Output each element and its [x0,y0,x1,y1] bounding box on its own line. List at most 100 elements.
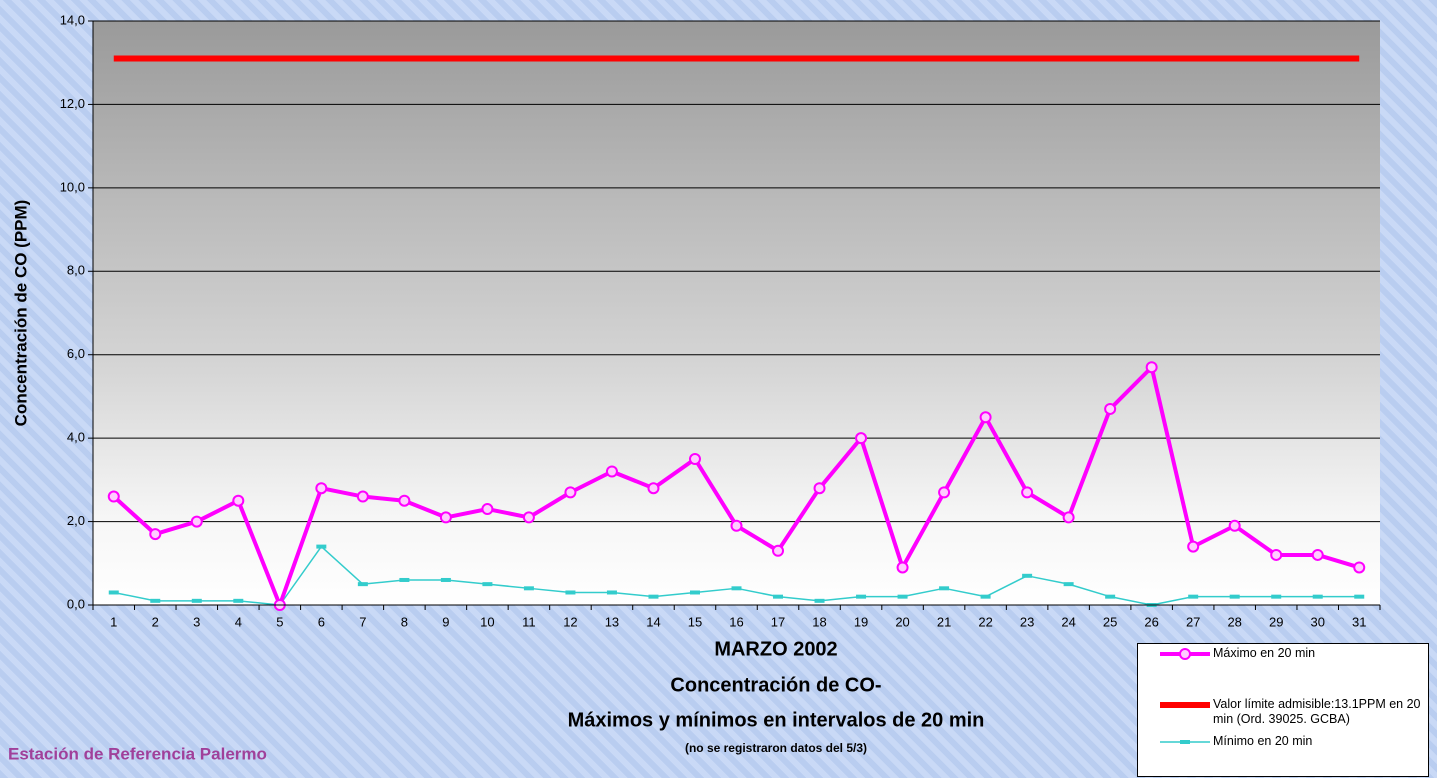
x-tick-label: 27 [1186,614,1200,629]
point [1064,582,1074,586]
point [524,586,534,590]
point [815,599,825,603]
x-tick-label: 3 [193,614,200,629]
x-tick-label: 20 [895,614,909,629]
x-tick-label: 11 [522,614,536,629]
x-tick-label: 1 [110,614,117,629]
chart-title: Concentración de CO- [670,674,881,696]
x-tick-label: 15 [688,614,702,629]
point [358,582,368,586]
x-tick-label: 17 [771,614,785,629]
y-tick-label: 0,0 [67,596,85,611]
point [898,562,908,572]
x-tick-label: 13 [605,614,619,629]
legend-swatch [1138,697,1213,713]
y-tick-label: 8,0 [67,263,85,278]
point [1271,550,1281,560]
point [316,483,326,493]
legend-marker [1180,649,1190,659]
point [565,487,575,497]
point [981,595,991,599]
point [981,412,991,422]
x-axis-label: MARZO 2002 [714,638,837,660]
x-tick-label: 18 [812,614,826,629]
x-tick-label: 28 [1227,614,1241,629]
point [399,496,409,506]
point [1188,595,1198,599]
point [607,467,617,477]
legend-swatch [1138,734,1213,750]
point [732,521,742,531]
point [233,599,243,603]
y-tick-label: 6,0 [67,346,85,361]
point [690,454,700,464]
point [1354,595,1364,599]
x-tick-label: 22 [978,614,992,629]
x-tick-label: 19 [854,614,868,629]
point [856,595,866,599]
x-tick-label: 16 [729,614,743,629]
point [1354,562,1364,572]
note: (no se registraron datos del 5/3) [685,741,867,755]
x-tick-label: 12 [563,614,577,629]
point [648,595,658,599]
point [607,590,617,594]
point [1230,521,1240,531]
point [109,492,119,502]
y-tick-label: 14,0 [60,12,85,27]
y-tick-label: 2,0 [67,513,85,528]
x-tick-label: 8 [401,614,408,629]
legend-marker [1180,740,1190,744]
point [856,433,866,443]
point [939,487,949,497]
point [690,590,700,594]
point [358,492,368,502]
x-tick-label: 26 [1144,614,1158,629]
x-tick-label: 24 [1061,614,1075,629]
legend-label: Mínimo en 20 min [1213,734,1428,749]
point [524,512,534,522]
x-tick-label: 7 [359,614,366,629]
point [939,586,949,590]
x-tick-label: 2 [152,614,159,629]
chart-subtitle: Máximos y mínimos en intervalos de 20 mi… [568,709,985,731]
point [773,546,783,556]
point [1022,574,1032,578]
x-tick-label: 14 [646,614,660,629]
point [1105,595,1115,599]
x-tick-label: 30 [1310,614,1324,629]
legend-item: Valor límite admisible:13.1PPM en 20 min… [1138,697,1428,727]
legend-item: Máximo en 20 min [1138,646,1428,662]
x-tick-label: 6 [318,614,325,629]
point [233,496,243,506]
point [1188,542,1198,552]
y-axis-label: Concentración de CO (PPM) [11,200,30,427]
point [316,545,326,549]
station: Estación de Referencia Palermo [8,744,267,763]
x-tick-label: 9 [442,614,449,629]
point [1147,362,1157,372]
legend-label: Máximo en 20 min [1213,646,1428,661]
legend: Máximo en 20 min Valor límite admisible:1… [1137,643,1429,777]
point [1230,595,1240,599]
x-tick-label: 5 [276,614,283,629]
point [441,578,451,582]
point [1022,487,1032,497]
point [898,595,908,599]
point [1064,512,1074,522]
x-tick-label: 4 [235,614,242,629]
x-tick-label: 25 [1103,614,1117,629]
legend-item: Mínimo en 20 min [1138,734,1428,750]
point [773,595,783,599]
legend-swatch [1138,646,1213,662]
y-tick-label: 4,0 [67,430,85,445]
x-tick-label: 10 [480,614,494,629]
x-tick-label: 29 [1269,614,1283,629]
point [482,504,492,514]
point [150,599,160,603]
y-tick-label: 12,0 [60,96,85,111]
point [482,582,492,586]
point [441,512,451,522]
x-tick-label: 31 [1352,614,1366,629]
point [150,529,160,539]
